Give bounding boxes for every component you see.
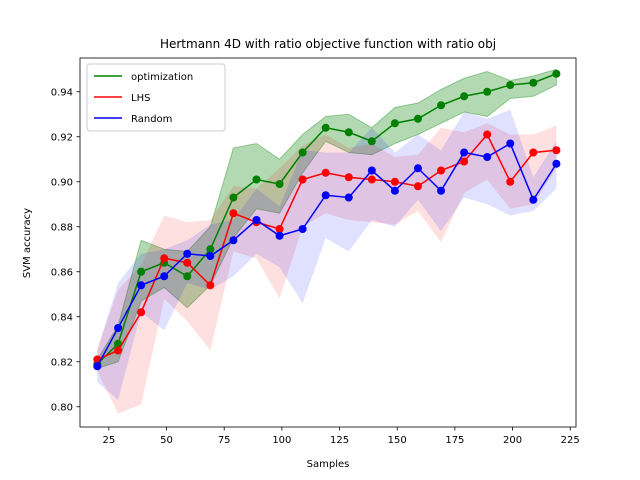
data-point-random [506,139,515,148]
data-point-lhs [206,281,215,290]
x-tick-label: 225 [561,435,580,446]
y-tick-label: 0.80 [51,402,73,413]
data-point-optimization [298,148,307,157]
x-axis-label: Samples [307,459,350,470]
x-tick-label: 150 [388,435,407,446]
data-point-optimization [321,123,330,132]
data-point-optimization [506,81,515,89]
data-point-optimization [367,137,376,146]
data-point-lhs [275,225,284,233]
x-tick-label: 25 [102,435,115,446]
data-point-random [529,195,538,204]
x-tick-label: 175 [445,435,464,446]
plot-area: 25 50 75 100 125 150 175 200 225 0.80 0.82 0.84 0.86… [51,57,580,446]
data-point-random [321,191,330,200]
data-point-lhs [229,209,238,218]
data-point-optimization [483,87,492,96]
data-point-random [483,153,492,161]
data-point-lhs [437,166,446,175]
data-point-optimization [137,267,146,276]
legend-label-lhs: LHS [131,93,150,104]
x-tick-label: 75 [218,435,231,446]
data-point-optimization [206,245,215,254]
data-point-optimization [413,114,422,123]
data-point-lhs [321,168,330,177]
data-point-random [183,249,192,258]
data-point-optimization [552,69,561,78]
data-point-lhs [460,157,469,166]
data-point-lhs [298,175,307,184]
x-tick-label: 100 [272,435,291,446]
data-point-optimization [437,101,446,110]
data-point-optimization [252,175,261,184]
data-point-lhs [506,177,515,186]
legend-label-random: Random [131,114,172,125]
x-tick-label: 50 [160,435,173,446]
data-point-optimization [344,128,353,137]
data-point-optimization [275,180,284,188]
data-point-lhs [160,254,169,263]
data-point-random [206,252,215,260]
x-tick-label: 200 [503,435,522,446]
y-tick-label: 0.94 [51,87,73,98]
data-point-random [275,231,284,240]
data-point-random [552,159,561,168]
data-point-optimization [229,193,238,202]
data-point-random [252,216,261,224]
data-point-random [344,193,353,202]
legend-box [86,63,226,132]
legend: optimization LHS Random [86,63,226,132]
x-tick-label: 125 [330,435,349,446]
y-tick-label: 0.88 [51,222,73,233]
confidence-band-random [97,109,557,400]
data-point-optimization [183,272,192,281]
y-tick-label: 0.84 [51,312,73,323]
data-point-random [93,362,102,371]
data-point-random [367,166,376,175]
y-tick-label: 0.82 [51,357,73,368]
data-point-optimization [529,78,538,87]
data-point-random [413,164,422,173]
chart-title: Hertmann 4D with ratio objective functio… [160,37,496,51]
confidence-band-lhs [97,123,557,414]
data-point-lhs [552,146,561,155]
data-point-random [437,186,446,195]
data-point-lhs [183,258,192,267]
data-point-random [114,324,123,332]
data-point-lhs [483,130,492,139]
data-point-random [229,236,238,245]
data-point-lhs [114,346,123,355]
data-point-lhs [529,148,538,157]
data-point-random [390,186,399,195]
plot-frame [79,57,577,428]
data-point-random [298,225,307,233]
data-point-random [460,148,469,157]
data-point-optimization [460,92,469,101]
data-point-random [137,281,146,290]
data-point-lhs [390,177,399,186]
y-tick-label: 0.86 [51,267,73,278]
legend-label-optimization: optimization [131,72,193,83]
data-point-random [160,272,169,281]
data-point-lhs [367,175,376,184]
data-point-lhs [413,182,422,191]
y-tick-label: 0.90 [51,177,73,188]
y-axis-label: SVM accuracy [22,208,33,278]
data-point-lhs [137,308,146,317]
data-point-optimization [390,119,399,128]
y-tick-label: 0.92 [51,132,73,143]
data-point-lhs [344,173,353,182]
